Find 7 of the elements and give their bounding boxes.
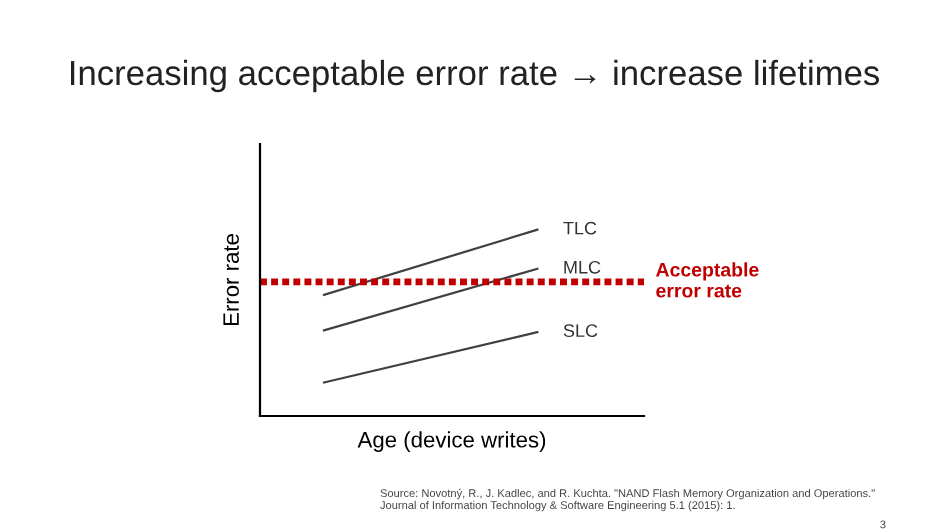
series-label: TLC [563, 221, 597, 235]
series-label: MLC [564, 260, 601, 274]
x-axis-title: Age (device writes) [357, 431, 546, 452]
ref-line-label: Acceptable error rate [656, 262, 759, 298]
series-label: SLC [563, 324, 598, 338]
y-axis-title: Error rate [223, 234, 239, 326]
chart-title: Increasing acceptable error rate → increase lifetimes [70, 59, 880, 93]
